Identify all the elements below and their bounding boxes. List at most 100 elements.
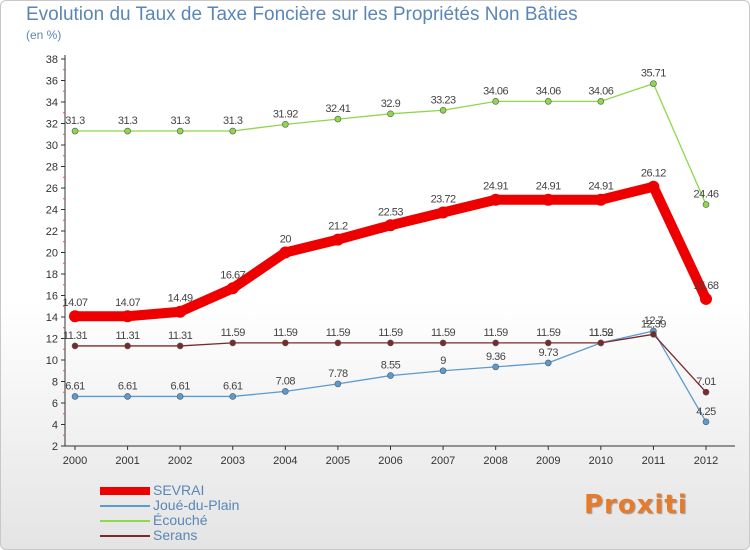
data-label: 35.71	[641, 68, 666, 80]
data-point	[176, 127, 184, 135]
y-tick-label: 6	[52, 398, 58, 410]
y-tick-label: 26	[46, 183, 58, 195]
legend-label: Serans	[153, 527, 198, 543]
x-tick-label: 2007	[431, 455, 455, 467]
data-label: 11.59	[378, 327, 403, 339]
data-label: 9.36	[486, 351, 506, 363]
data-point	[544, 98, 552, 105]
chart-unit-label: (en %)	[26, 28, 62, 42]
brand-logo: Proxiti	[584, 490, 688, 520]
data-point	[226, 282, 239, 295]
data-label: 6.61	[118, 380, 138, 392]
x-tick-label: 2011	[642, 455, 666, 467]
data-labels-layer: 31.3 31.3 31.3 31.3 31.92 32.41 32.9 33.23 34.06…	[62, 68, 719, 418]
data-point	[124, 127, 131, 135]
data-label: 7.78	[328, 368, 348, 380]
data-point	[647, 180, 660, 193]
y-tick-label: 8	[52, 377, 58, 389]
x-tick-label: 2004	[273, 455, 297, 467]
data-point	[437, 206, 450, 219]
x-tick-label: 2010	[589, 455, 613, 467]
data-label: 6.61	[65, 380, 85, 392]
data-point	[176, 393, 184, 400]
data-point	[542, 193, 555, 206]
data-label: 11.59	[221, 327, 246, 339]
data-point	[176, 342, 184, 350]
data-point	[594, 193, 607, 206]
y-tick-label: 38	[46, 54, 58, 66]
data-point	[384, 219, 397, 232]
data-point	[650, 80, 657, 87]
data-label: 34.06	[588, 85, 613, 97]
y-tick-label: 16	[46, 291, 58, 303]
data-label: 34.06	[483, 85, 508, 97]
data-label: 11.31	[63, 330, 88, 342]
data-label: 31.3	[170, 115, 190, 127]
data-label: 21.2	[328, 221, 348, 233]
data-point	[229, 339, 237, 347]
data-point	[124, 393, 131, 400]
data-label: 12.7	[644, 315, 664, 327]
y-tick-label: 24	[46, 205, 58, 217]
data-label: 23.72	[431, 194, 456, 206]
y-tick-label: 10	[46, 355, 58, 367]
data-point	[229, 393, 237, 400]
data-point	[387, 372, 394, 379]
y-tick-label: 2	[52, 441, 58, 453]
data-point	[597, 98, 605, 105]
data-label: 7.08	[276, 375, 296, 387]
y-tick-label: 12	[46, 334, 58, 346]
data-label: 24.46	[693, 189, 718, 201]
data-label: 26.12	[641, 168, 666, 180]
data-label: 6.61	[170, 380, 190, 392]
data-point	[229, 127, 237, 135]
data-point	[492, 363, 499, 371]
x-tick-label: 2003	[221, 455, 245, 467]
data-label: 11.52	[589, 327, 614, 339]
data-label: 11.31	[168, 330, 193, 342]
data-point	[492, 98, 499, 105]
x-tick-label: 2009	[536, 455, 560, 467]
data-label: 11.59	[326, 327, 351, 339]
legend-swatch	[100, 520, 150, 522]
data-point	[121, 310, 134, 323]
data-point	[282, 339, 289, 347]
data-label: 31.3	[65, 115, 85, 127]
data-point	[71, 342, 79, 350]
data-point	[282, 388, 289, 395]
legend-swatch	[100, 487, 150, 495]
data-label: 24.91	[588, 181, 613, 193]
legend-label: SEVRAI	[153, 482, 205, 498]
data-point	[282, 121, 289, 128]
y-tick-label: 4	[52, 420, 58, 432]
data-label: 15.68	[693, 280, 718, 292]
legend-swatch	[100, 535, 150, 537]
y-tick-label: 14	[46, 312, 58, 324]
data-point	[279, 246, 292, 259]
data-point	[492, 339, 499, 347]
data-point	[387, 110, 394, 118]
data-point	[597, 339, 605, 347]
y-tick-label: 20	[46, 248, 58, 260]
data-label: 22.53	[378, 206, 403, 218]
x-tick-label: 2008	[483, 455, 507, 467]
data-point	[124, 342, 131, 350]
x-tick-label: 2002	[168, 455, 192, 467]
data-label: 11.31	[115, 330, 140, 342]
data-label: 14.07	[115, 297, 140, 309]
data-label: 12.39	[641, 318, 666, 330]
y-tick-label: 18	[46, 269, 58, 281]
data-label: 31.3	[118, 115, 138, 127]
data-label: 9.73	[539, 347, 559, 359]
data-label: 9	[440, 355, 446, 367]
data-point	[439, 367, 447, 375]
x-tick-label: 2001	[115, 455, 139, 467]
data-point	[650, 331, 657, 338]
data-point	[387, 339, 394, 347]
x-tick-label: 2006	[378, 455, 402, 467]
data-label: 11.59	[431, 327, 456, 339]
y-tick-label: 30	[46, 140, 58, 152]
data-label: 31.92	[273, 108, 298, 120]
